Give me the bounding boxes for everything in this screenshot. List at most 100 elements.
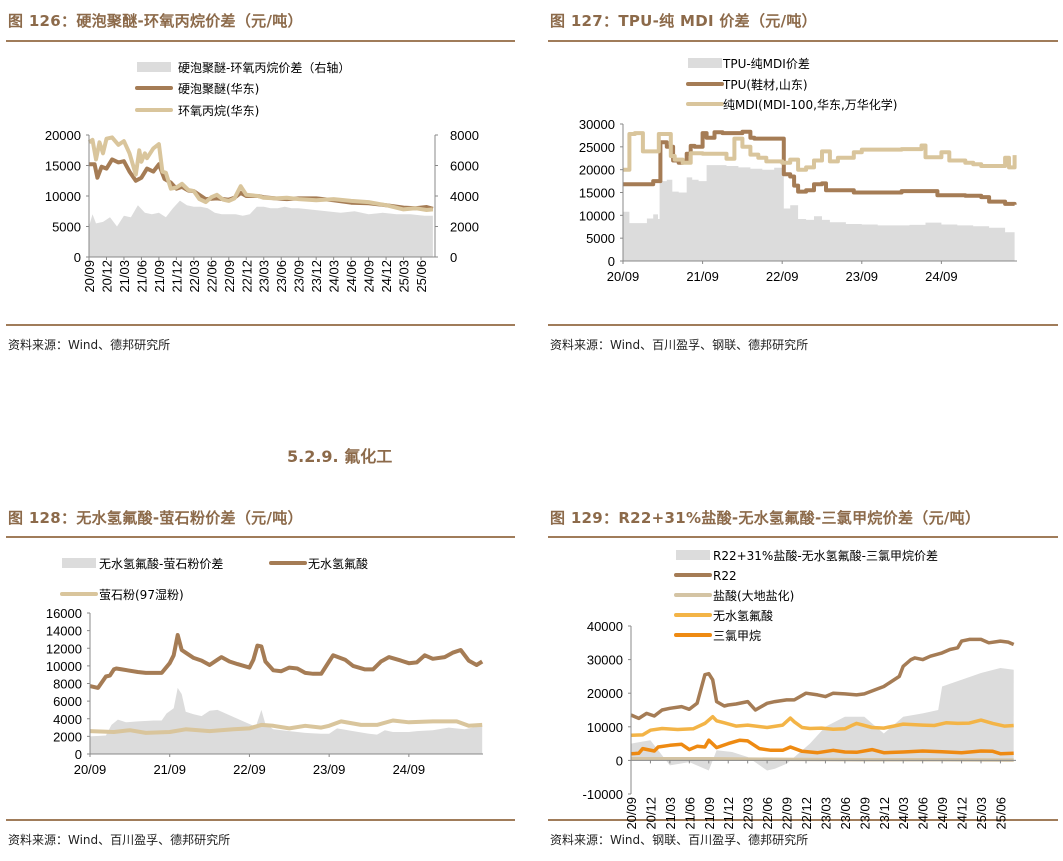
chart-3-legend-label-0: R22+31%盐酸-无水氢氟酸-三氯甲烷价差 bbox=[713, 548, 938, 563]
chart-2-series-1-line bbox=[89, 633, 484, 690]
chart-3-y-tick-label: 0 bbox=[616, 753, 623, 768]
chart-2-legend-swatch-0 bbox=[62, 558, 96, 568]
chart-0-legend-label-1: 硬泡聚醚(华东) bbox=[178, 82, 259, 96]
chart-1-x-tick-label: 23/09 bbox=[846, 269, 879, 284]
chart-2-y-tick-label: 12000 bbox=[46, 641, 82, 656]
chart-3-x-tick-label: 22/09 bbox=[780, 797, 795, 830]
chart-3-y-tick-label: 30000 bbox=[587, 653, 623, 668]
chart-2-y-tick-label: 2000 bbox=[53, 729, 82, 744]
figure-129-top-rule bbox=[548, 536, 1058, 538]
chart-1-y-tick-label: 10000 bbox=[579, 208, 615, 223]
chart-0-y-tick-label: 0 bbox=[74, 250, 81, 265]
chart-0-x-tick-label: 22/06 bbox=[204, 260, 219, 293]
chart-0-x-tick-label: 21/06 bbox=[134, 260, 149, 293]
figure-126-title: 图 126：硬泡聚醚-环氧丙烷价差（元/吨） bbox=[8, 12, 303, 30]
chart-0-legend-label-0: 硬泡聚醚-环氧丙烷价差（右轴） bbox=[178, 60, 350, 75]
chart-0-x-tick-label: 21/03 bbox=[117, 260, 132, 293]
chart-0-series-0-area bbox=[89, 200, 433, 257]
chart-1-y-tick-label: 20000 bbox=[579, 163, 615, 178]
chart-3-x-tick-label: 20/09 bbox=[624, 797, 639, 830]
chart-3-legend-label-4: 三氯甲烷 bbox=[713, 629, 761, 643]
chart-0-x-tick-label: 21/12 bbox=[169, 260, 184, 293]
chart-2-legend-label-2: 萤石粉(97湿粉) bbox=[99, 587, 184, 602]
chart-0-y2-tick-label: 4000 bbox=[450, 189, 479, 204]
chart-3-x-tick-label: 21/03 bbox=[663, 797, 678, 830]
chart-3-series-0-area bbox=[631, 668, 1014, 771]
chart-3-x-tick-label: 25/03 bbox=[974, 797, 989, 830]
figure-128-title: 图 128：无水氢氟酸-萤石粉价差（元/吨） bbox=[8, 509, 303, 527]
chart-3-x-tick-label: 23/12 bbox=[877, 797, 892, 830]
chart-3-x-tick-label: 21/12 bbox=[721, 797, 736, 830]
chart-0-series-2-line bbox=[87, 135, 434, 212]
chart-0-y2-tick-label: 8000 bbox=[450, 128, 479, 143]
chart-2-y-tick-label: 6000 bbox=[53, 694, 82, 709]
chart-0-x-tick-label: 20/09 bbox=[82, 260, 97, 293]
chart-0-x-tick-label: 22/09 bbox=[222, 260, 237, 293]
chart-3-legend-label-2: 盐酸(大地盐化) bbox=[713, 588, 794, 603]
figure-126-bottom-rule bbox=[6, 324, 515, 326]
chart-1-y-tick-label: 30000 bbox=[579, 117, 615, 132]
chart-1-y-tick-label: 15000 bbox=[579, 186, 615, 201]
chart-0-x-tick-label: 23/12 bbox=[309, 260, 324, 293]
chart-3-x-tick-label: 24/12 bbox=[955, 797, 970, 830]
chart-2-x-tick-label: 20/09 bbox=[74, 762, 107, 777]
section-title: 5.2.9. 氟化工 bbox=[287, 447, 393, 466]
chart-0-x-tick-label: 21/09 bbox=[152, 260, 167, 293]
chart-3-series-1-line bbox=[630, 637, 1015, 721]
figure-128-source: 资料来源：Wind、百川盈孚、德邦研究所 bbox=[8, 833, 231, 847]
figure-127-title: 图 127：TPU-纯 MDI 价差（元/吨） bbox=[550, 12, 817, 30]
chart-1-legend-label-0: TPU-纯MDI价差 bbox=[722, 57, 810, 71]
chart-1-legend-swatch-0 bbox=[688, 58, 722, 68]
chart-0-x-tick-label: 20/12 bbox=[99, 260, 114, 293]
chart-3-legend-label-1: R22 bbox=[713, 569, 737, 583]
figure-129-source: 资料来源：Wind、钢联、百川盈孚、德邦研究所 bbox=[550, 833, 809, 847]
chart-3-x-tick-label: 21/06 bbox=[682, 797, 697, 830]
chart-3-x-tick-label: 22/03 bbox=[741, 797, 756, 830]
chart-2-y-tick-label: 4000 bbox=[53, 712, 82, 727]
chart-2-series-2-line bbox=[89, 718, 483, 735]
chart-0-y2-tick-label: 0 bbox=[450, 250, 457, 265]
chart-1-series-2-line bbox=[623, 131, 1017, 172]
chart-1-y-tick-label: 25000 bbox=[579, 140, 615, 155]
chart-1-series-0-area bbox=[623, 165, 1015, 261]
chart-1-y-tick-label: 5000 bbox=[586, 231, 615, 246]
chart-0-series-1-line bbox=[89, 157, 434, 211]
chart-0-x-tick-label: 22/12 bbox=[239, 260, 254, 293]
chart-0-y-tick-label: 20000 bbox=[45, 128, 81, 143]
chart-3-y-tick-label: 20000 bbox=[587, 686, 623, 701]
chart-0-y2-tick-label: 2000 bbox=[450, 220, 479, 235]
chart-1-x-tick-label: 20/09 bbox=[607, 269, 640, 284]
chart-3-x-tick-label: 24/09 bbox=[935, 797, 950, 830]
chart-0-x-tick-label: 24/12 bbox=[379, 260, 394, 293]
figure-128-top-rule bbox=[6, 536, 515, 538]
chart-0-legend-label-2: 环氧丙烷(华东) bbox=[178, 104, 259, 118]
chart-3-y-tick-label: 40000 bbox=[587, 619, 623, 634]
chart-2-x-tick-label: 23/09 bbox=[313, 762, 346, 777]
figure-127-source: 资料来源：Wind、百川盈孚、钢联、德邦研究所 bbox=[550, 338, 809, 352]
chart-0-x-tick-label: 25/03 bbox=[397, 260, 412, 293]
chart-2-y-tick-label: 10000 bbox=[46, 659, 82, 674]
chart-3-x-tick-label: 22/06 bbox=[760, 797, 775, 830]
figure-126-source: 资料来源：Wind、德邦研究所 bbox=[8, 338, 171, 352]
chart-3-series-2-line bbox=[631, 756, 1014, 762]
chart-0-y-tick-label: 5000 bbox=[52, 220, 81, 235]
chart-2-x-tick-label: 24/09 bbox=[393, 762, 426, 777]
chart-0-x-tick-label: 23/03 bbox=[257, 260, 272, 293]
chart-3-series-4-line bbox=[630, 738, 1014, 756]
chart-2-y-tick-label: 16000 bbox=[46, 606, 82, 621]
figure-129-bottom-rule bbox=[548, 819, 1058, 821]
chart-0-y2-tick-label: 6000 bbox=[450, 159, 479, 174]
chart-2-x-tick-label: 21/09 bbox=[153, 762, 186, 777]
chart-0-x-tick-label: 23/09 bbox=[292, 260, 307, 293]
chart-2-y-tick-label: 8000 bbox=[53, 677, 82, 692]
chart-3-x-tick-label: 20/12 bbox=[643, 797, 658, 830]
figure-127-top-rule bbox=[548, 40, 1058, 42]
figure-128-bottom-rule bbox=[6, 819, 515, 821]
chart-1-legend-label-2: 纯MDI(MDI-100,华东,万华化学) bbox=[723, 97, 898, 112]
chart-1-series-1-line bbox=[623, 129, 1017, 206]
chart-2-y-tick-label: 0 bbox=[75, 747, 82, 762]
chart-1-x-tick-label: 22/09 bbox=[766, 269, 799, 284]
chart-0-x-tick-label: 24/03 bbox=[327, 260, 342, 293]
chart-0-x-tick-label: 22/03 bbox=[187, 260, 202, 293]
